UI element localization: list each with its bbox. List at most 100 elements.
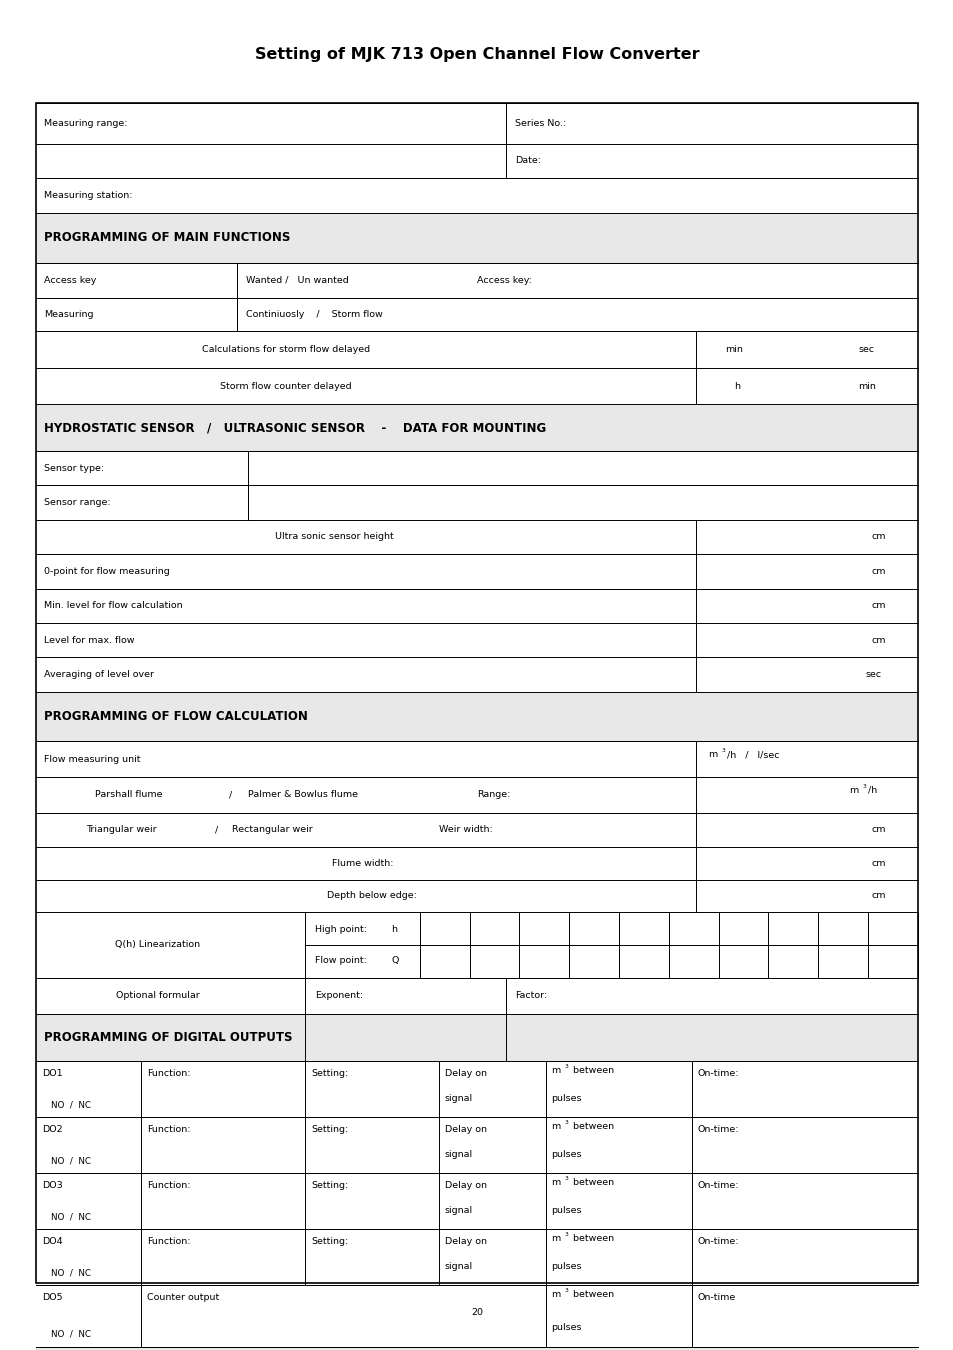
Text: 3: 3 <box>564 1288 568 1293</box>
Text: h: h <box>391 925 396 934</box>
Text: signal: signal <box>444 1206 472 1215</box>
Text: cm: cm <box>871 532 885 541</box>
Text: On-time: On-time <box>697 1293 735 1301</box>
Text: Access key: Access key <box>44 275 96 285</box>
Text: m: m <box>551 1122 560 1131</box>
Text: 20: 20 <box>471 1308 482 1316</box>
Text: Factor:: Factor: <box>515 991 547 1000</box>
Text: m: m <box>551 1066 560 1075</box>
Text: High point:: High point: <box>314 925 367 934</box>
Text: Range:: Range: <box>476 790 510 799</box>
Text: Series No.:: Series No.: <box>515 119 566 128</box>
Text: On-time:: On-time: <box>697 1125 739 1134</box>
Text: PROGRAMMING OF MAIN FUNCTIONS: PROGRAMMING OF MAIN FUNCTIONS <box>44 231 290 244</box>
Text: Triangular weir: Triangular weir <box>86 825 156 834</box>
Text: pulses: pulses <box>551 1094 581 1103</box>
Text: sec: sec <box>864 670 881 679</box>
Text: HYDROSTATIC SENSOR   /   ULTRASONIC SENSOR    -    DATA FOR MOUNTING: HYDROSTATIC SENSOR / ULTRASONIC SENSOR -… <box>44 421 545 435</box>
Text: NO  /  NC: NO / NC <box>51 1100 91 1110</box>
Text: 3: 3 <box>720 748 724 753</box>
Text: signal: signal <box>444 1094 472 1103</box>
Text: Function:: Function: <box>147 1069 191 1077</box>
Text: pulses: pulses <box>551 1150 581 1158</box>
Text: Flow measuring unit: Flow measuring unit <box>44 755 140 764</box>
Text: Delay on: Delay on <box>444 1125 486 1134</box>
Text: Date:: Date: <box>515 157 540 166</box>
Text: /: / <box>214 825 217 834</box>
Text: m: m <box>551 1291 560 1299</box>
Text: Setting of MJK 713 Open Channel Flow Converter: Setting of MJK 713 Open Channel Flow Con… <box>254 46 699 62</box>
Text: Flume width:: Flume width: <box>332 859 393 868</box>
Text: between: between <box>570 1291 614 1299</box>
Text: between: between <box>570 1179 614 1187</box>
Text: Measuring station:: Measuring station: <box>44 190 132 200</box>
Text: Sensor range:: Sensor range: <box>44 498 111 508</box>
Text: Exponent:: Exponent: <box>314 991 362 1000</box>
Text: On-time:: On-time: <box>697 1181 739 1189</box>
Text: m: m <box>551 1234 560 1243</box>
Text: pulses: pulses <box>551 1262 581 1270</box>
Text: DO3: DO3 <box>42 1181 63 1189</box>
Text: cm: cm <box>871 567 885 576</box>
Text: Flow point:: Flow point: <box>314 956 366 965</box>
Text: 3: 3 <box>862 784 865 788</box>
Text: signal: signal <box>444 1262 472 1270</box>
Text: NO  /  NC: NO / NC <box>51 1157 91 1165</box>
Bar <box>36 1014 917 1061</box>
Text: Calculations for storm flow delayed: Calculations for storm flow delayed <box>202 346 370 354</box>
Text: min: min <box>724 346 742 354</box>
Text: Wanted /   Un wanted: Wanted / Un wanted <box>246 275 349 285</box>
Text: On-time:: On-time: <box>697 1237 739 1246</box>
Text: PROGRAMMING OF DIGITAL OUTPUTS: PROGRAMMING OF DIGITAL OUTPUTS <box>44 1031 292 1044</box>
Text: Storm flow counter delayed: Storm flow counter delayed <box>220 382 352 390</box>
Text: m: m <box>551 1179 560 1187</box>
Text: pulses: pulses <box>551 1323 581 1332</box>
Text: NO  /  NC: NO / NC <box>51 1269 91 1277</box>
Text: cm: cm <box>871 825 885 834</box>
Text: DO5: DO5 <box>42 1293 63 1301</box>
Text: cm: cm <box>871 636 885 645</box>
Text: Level for max. flow: Level for max. flow <box>44 636 134 645</box>
Text: Function:: Function: <box>147 1181 191 1189</box>
Text: DO4: DO4 <box>42 1237 63 1246</box>
Text: 3: 3 <box>564 1064 568 1069</box>
Text: sec: sec <box>858 346 874 354</box>
Text: Setting:: Setting: <box>311 1069 348 1077</box>
Text: Counter output: Counter output <box>147 1293 219 1301</box>
Text: Delay on: Delay on <box>444 1069 486 1077</box>
Text: Weir width:: Weir width: <box>438 825 492 834</box>
Text: min: min <box>858 382 876 390</box>
Text: DO1: DO1 <box>42 1069 63 1077</box>
Text: Parshall flume: Parshall flume <box>95 790 163 799</box>
Text: 3: 3 <box>564 1233 568 1237</box>
Text: Function:: Function: <box>147 1237 191 1246</box>
Text: Palmer & Bowlus flume: Palmer & Bowlus flume <box>248 790 357 799</box>
Text: Continiuosly    /    Storm flow: Continiuosly / Storm flow <box>246 310 382 320</box>
Text: On-time:: On-time: <box>697 1069 739 1077</box>
Text: between: between <box>570 1066 614 1075</box>
Text: Setting:: Setting: <box>311 1125 348 1134</box>
Bar <box>36 691 917 741</box>
Text: m: m <box>848 786 858 795</box>
Text: 3: 3 <box>564 1120 568 1125</box>
Text: Q: Q <box>391 956 398 965</box>
Text: PROGRAMMING OF FLOW CALCULATION: PROGRAMMING OF FLOW CALCULATION <box>44 710 308 724</box>
Text: Delay on: Delay on <box>444 1181 486 1189</box>
Text: signal: signal <box>444 1150 472 1158</box>
Text: Averaging of level over: Averaging of level over <box>44 670 153 679</box>
Text: cm: cm <box>871 859 885 868</box>
Text: cm: cm <box>871 601 885 610</box>
Text: NO  /  NC: NO / NC <box>51 1330 91 1339</box>
Text: Access key:: Access key: <box>476 275 532 285</box>
Bar <box>36 404 917 451</box>
Text: Q(h) Linearization: Q(h) Linearization <box>114 941 200 949</box>
Text: Delay on: Delay on <box>444 1237 486 1246</box>
Text: between: between <box>570 1234 614 1243</box>
Text: Measuring: Measuring <box>44 310 93 320</box>
Bar <box>36 103 917 1282</box>
Text: Setting:: Setting: <box>311 1237 348 1246</box>
Bar <box>36 1346 917 1350</box>
Text: /h: /h <box>867 786 877 795</box>
Text: Sensor type:: Sensor type: <box>44 463 104 472</box>
Text: Setting:: Setting: <box>311 1181 348 1189</box>
